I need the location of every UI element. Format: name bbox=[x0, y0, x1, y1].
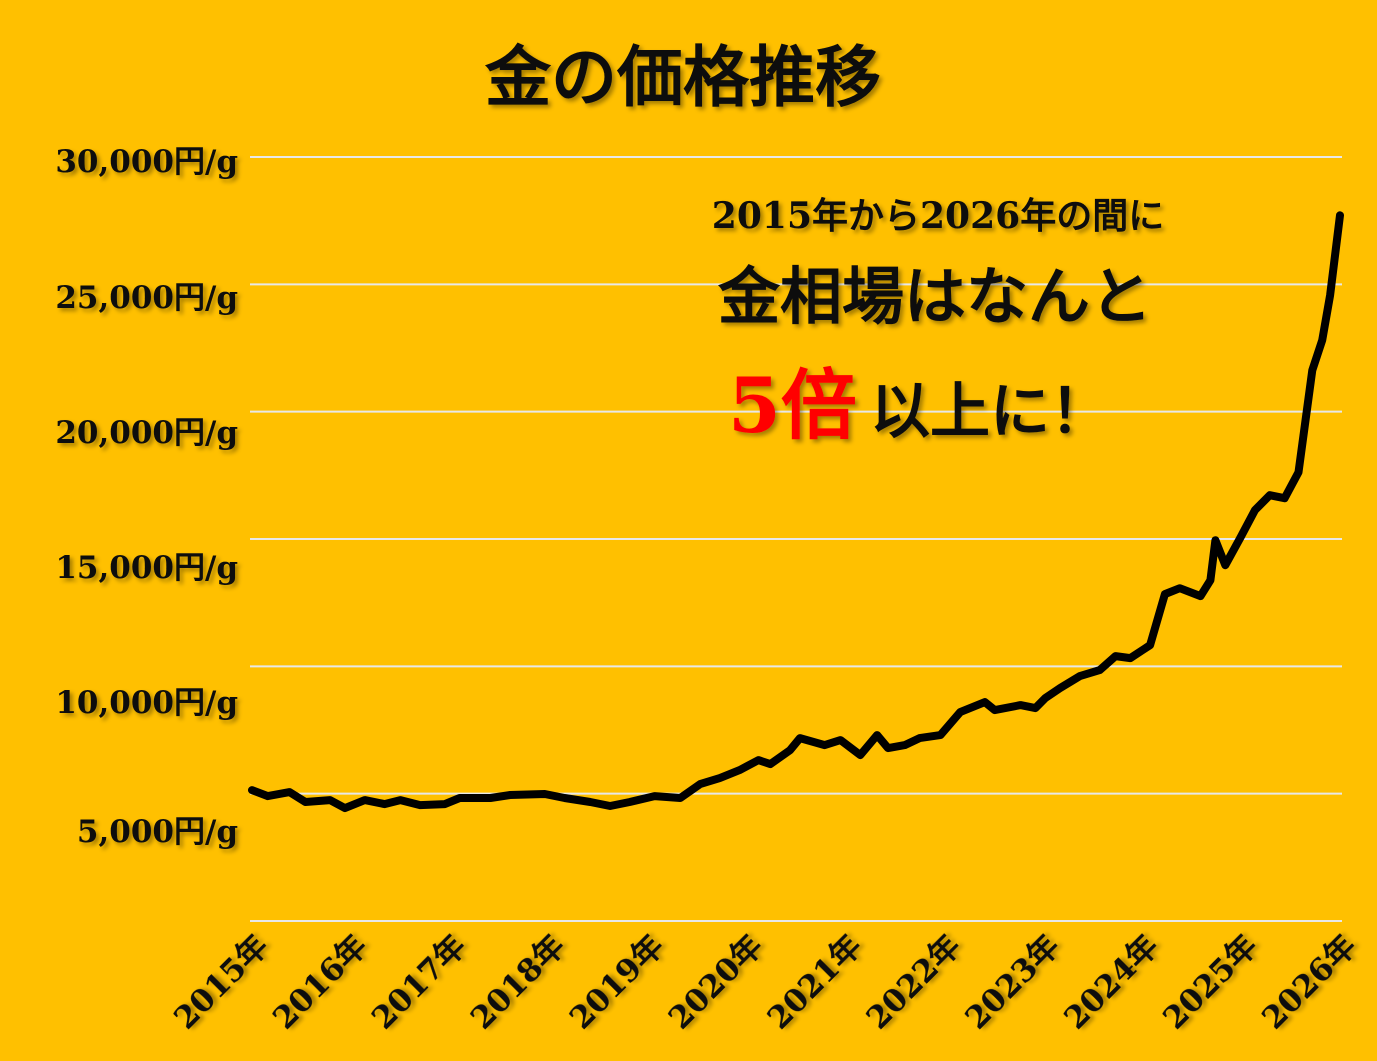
y-tick-label: 20,000円/g bbox=[55, 415, 238, 451]
annotation-line1: 2015年から2026年の間に bbox=[712, 195, 1164, 237]
annotation: 2015年から2026年の間に 金相場はなんと 5倍 以上に！ bbox=[712, 195, 1164, 450]
series-line-gold-price bbox=[248, 211, 1344, 813]
y-tick-label: 5,000円/g bbox=[77, 814, 238, 850]
y-tick-label: 30,000円/g bbox=[55, 144, 238, 180]
y-tick-label: 15,000円/g bbox=[55, 550, 238, 586]
annotation-line2: 金相場はなんと bbox=[717, 260, 1152, 333]
annotation-line3: 以上に！ bbox=[870, 377, 1110, 447]
y-tick-label: 10,000円/g bbox=[55, 685, 238, 721]
y-axis-labels: 30,000円/g 25,000円/g 20,000円/g 15,000円/g … bbox=[55, 144, 238, 850]
y-tick-label: 25,000円/g bbox=[55, 280, 238, 316]
annotation-highlight: 5倍 bbox=[728, 361, 857, 450]
gridlines bbox=[250, 156, 1342, 922]
chart-title: 金の価格推移 bbox=[484, 38, 881, 116]
